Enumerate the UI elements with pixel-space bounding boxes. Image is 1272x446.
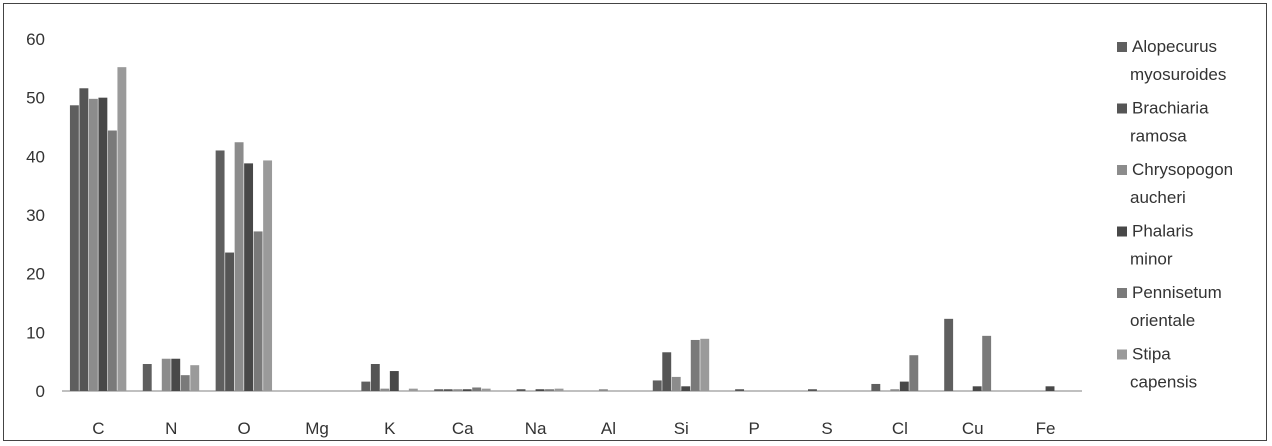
bar xyxy=(215,150,225,391)
bar xyxy=(117,67,127,391)
x-tick-label: O xyxy=(238,419,251,438)
legend-item: Pennisetum orientale xyxy=(1117,283,1222,330)
legend-label: Brachiaria xyxy=(1132,99,1209,118)
bar xyxy=(380,388,390,391)
legend-item: Phalaris minor xyxy=(1117,222,1193,269)
bar xyxy=(234,142,244,391)
legend-label: aucheri xyxy=(1130,188,1186,207)
bar xyxy=(700,338,710,391)
x-tick-label: Si xyxy=(674,419,689,438)
bar xyxy=(554,388,564,391)
bar xyxy=(972,386,982,391)
legend-item: Stipa capensis xyxy=(1117,345,1197,392)
y-tick-label: 60 xyxy=(26,30,45,49)
x-tick-label: P xyxy=(748,419,759,438)
bar xyxy=(79,88,89,391)
bar xyxy=(263,160,273,391)
bar xyxy=(171,358,181,391)
x-tick-label: S xyxy=(821,419,832,438)
bar xyxy=(909,355,919,391)
legend-swatch xyxy=(1117,165,1127,175)
bar xyxy=(88,98,98,391)
bar xyxy=(516,389,526,391)
legend-label: orientale xyxy=(1130,311,1195,330)
bar xyxy=(735,389,745,391)
bar xyxy=(107,130,117,391)
bar xyxy=(681,386,691,391)
legend-swatch xyxy=(1117,226,1127,237)
legend-label: myosuroides xyxy=(1130,65,1226,84)
x-tick-label: Na xyxy=(525,419,547,438)
legend-swatch xyxy=(1117,103,1127,114)
y-tick-label: 20 xyxy=(26,265,45,284)
bar xyxy=(808,389,817,391)
x-tick-label: Cl xyxy=(892,419,908,438)
bar xyxy=(472,387,482,391)
bar xyxy=(690,339,700,391)
bar xyxy=(662,352,672,391)
bar xyxy=(253,231,263,391)
bar xyxy=(535,389,545,391)
x-tick-label: Ca xyxy=(452,419,474,438)
legend-label: Pennisetum xyxy=(1132,283,1222,302)
legend-swatch xyxy=(1117,349,1127,360)
y-tick-label: 10 xyxy=(26,323,45,342)
bar xyxy=(982,335,992,391)
x-tick-label: K xyxy=(384,419,396,438)
bar xyxy=(408,388,418,391)
bar xyxy=(671,376,681,391)
chart-frame xyxy=(3,3,1267,441)
bar xyxy=(370,364,380,391)
legend-item: Chrysopogon aucheri xyxy=(1117,160,1233,207)
bar xyxy=(142,364,152,391)
y-tick-label: 50 xyxy=(26,89,45,108)
bar xyxy=(899,381,909,391)
bar xyxy=(598,389,608,391)
x-tick-label: Cu xyxy=(962,419,984,438)
legend-item: Alopecurus myosuroides xyxy=(1117,37,1226,84)
y-tick-label: 30 xyxy=(26,206,45,225)
bar xyxy=(545,389,554,391)
bar xyxy=(98,97,108,392)
bar xyxy=(434,389,444,391)
x-tick-label: Mg xyxy=(305,419,329,438)
bar xyxy=(652,380,662,391)
legend-label: capensis xyxy=(1130,373,1197,392)
bar xyxy=(481,388,491,391)
y-tick-label: 0 xyxy=(36,382,45,401)
bar xyxy=(389,371,399,391)
bar xyxy=(453,389,463,391)
bar xyxy=(69,105,79,391)
legend-swatch xyxy=(1117,288,1127,298)
legend-label: Phalaris xyxy=(1132,222,1193,241)
legend-label: Stipa xyxy=(1132,345,1171,364)
bar xyxy=(361,381,371,391)
bar xyxy=(190,365,200,391)
bar xyxy=(944,318,954,391)
legend-label: minor xyxy=(1130,250,1173,269)
bar xyxy=(161,358,171,391)
legend-item: Brachiaria ramosa xyxy=(1117,99,1209,146)
bar xyxy=(1045,386,1055,391)
legend-label: Alopecurus xyxy=(1132,37,1217,56)
bar xyxy=(180,375,190,391)
x-tick-label: C xyxy=(92,419,104,438)
y-tick-label: 40 xyxy=(26,147,45,166)
bar xyxy=(443,389,453,391)
x-tick-label: Al xyxy=(601,419,616,438)
bar xyxy=(871,383,881,391)
legend: Alopecurus myosuroides Brachiaria ramosa Chr… xyxy=(1117,37,1233,392)
legend-label: Chrysopogon xyxy=(1132,160,1233,179)
x-tick-label: Fe xyxy=(1036,419,1056,438)
bar xyxy=(225,252,235,391)
bar xyxy=(890,389,900,391)
legend-label: ramosa xyxy=(1130,127,1187,146)
x-tick-label: N xyxy=(165,419,177,438)
bar xyxy=(462,389,472,391)
bar xyxy=(244,163,254,391)
plot-area: 0 10 20 30 40 50 60 C N O Mg K Ca Na Al Si P S Cl Cu Fe xyxy=(26,30,1082,438)
legend-swatch xyxy=(1117,42,1127,52)
